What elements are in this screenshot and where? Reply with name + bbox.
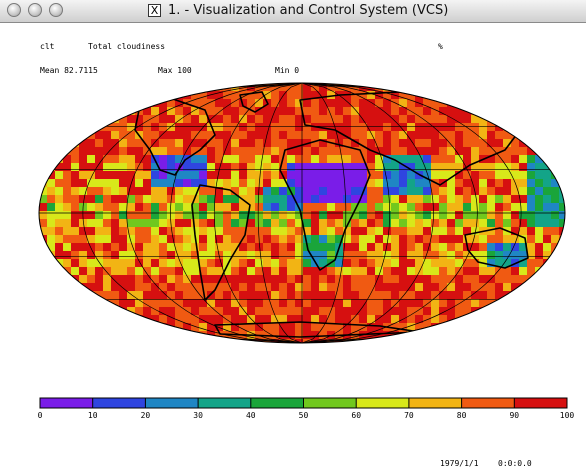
colorbar-tick-label: 0: [38, 411, 43, 420]
zoom-button[interactable]: [49, 3, 63, 17]
variable-long-name: Total cloudiness: [88, 42, 166, 51]
colorbar-swatch: [408, 398, 463, 408]
colorbar-tick-label: 40: [246, 411, 256, 420]
colorbar-swatch: [198, 398, 252, 408]
mean-label: Mean 82.7115: [40, 66, 98, 75]
colorbar-swatch: [303, 398, 357, 408]
window-title: 1. - Visualization and Control System (V…: [168, 3, 449, 18]
colorbar-swatch: [356, 398, 410, 408]
max-label: Max 100: [158, 66, 192, 75]
close-button[interactable]: [7, 3, 21, 17]
colorbar-tick-label: 10: [88, 411, 98, 420]
colorbar-swatch: [250, 398, 304, 408]
date-label: 1979/1/1: [440, 459, 479, 468]
time-label: 0:0:0.0: [498, 459, 532, 468]
colorbar-tick-label: 60: [351, 411, 361, 420]
colorbar-tick-label: 20: [141, 411, 151, 420]
colorbar-tick-label: 30: [193, 411, 203, 420]
colorbar-swatch: [40, 398, 94, 408]
title-bar: X 1. - Visualization and Control System …: [0, 0, 586, 23]
colorbar-swatch: [145, 398, 199, 408]
x11-icon: X: [148, 4, 161, 17]
colorbar-tick-label: 50: [299, 411, 309, 420]
colorbar-tick-label: 80: [457, 411, 467, 420]
min-label: Min 0: [275, 66, 300, 75]
colorbar-swatch: [92, 398, 146, 408]
colorbar-swatch: [514, 398, 568, 408]
colorbar-tick-label: 90: [509, 411, 519, 420]
units-label: %: [438, 42, 443, 51]
minimize-button[interactable]: [28, 3, 42, 17]
colorbar-tick-label: 70: [404, 411, 414, 420]
colorbar-tick-label: 100: [560, 411, 575, 420]
variable-name: clt: [40, 42, 55, 51]
colorbar-swatch: [461, 398, 515, 408]
